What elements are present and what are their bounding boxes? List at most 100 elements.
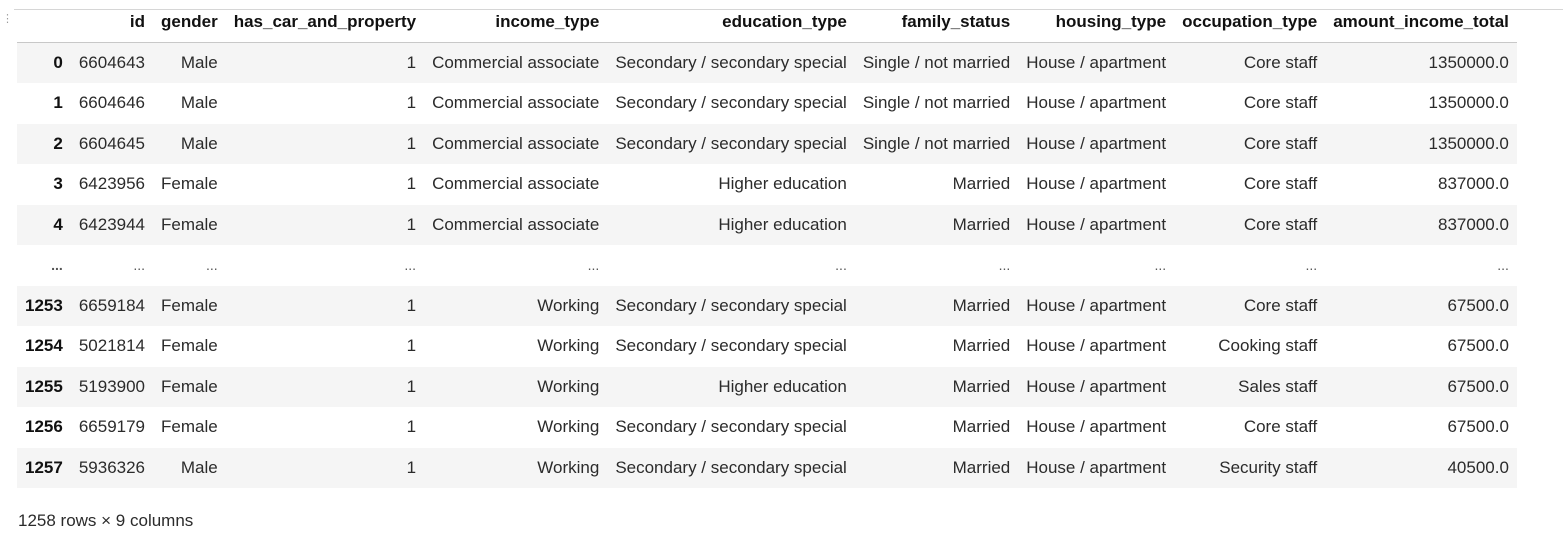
header-row: id gender has_car_and_property income_ty…: [17, 2, 1517, 43]
table-cell: Working: [537, 376, 600, 396]
table-cell: House / apartment: [1026, 53, 1167, 72]
table-cell: 1: [406, 295, 417, 315]
table-cell: Married: [952, 214, 1011, 234]
column-header: has_car_and_property: [225, 2, 425, 43]
table-cell: Male: [180, 133, 218, 153]
dataframe-output: id gender has_car_and_property income_ty…: [17, 2, 1517, 488]
table-cell: Secondary / secondary special: [615, 295, 847, 315]
table-cell: 1: [406, 457, 417, 477]
table-row: 1257 5936326 Male 1 Working Secondary / secon…: [17, 447, 1517, 488]
table-cell: Working: [537, 457, 600, 477]
table-row: 1253 6659184 Female 1 Working Secondary / sec…: [17, 285, 1517, 326]
row-index: 1257: [25, 457, 63, 477]
table-cell: 1: [406, 133, 417, 153]
table-cell: House / apartment: [1026, 295, 1167, 315]
table-cell: 1: [406, 53, 417, 72]
column-header: education_type: [607, 2, 855, 43]
table-cell: Secondary / secondary special: [615, 133, 847, 153]
table-row: 4 6423944 Female 1 Commercial associate Highe…: [17, 204, 1517, 245]
row-index: ...: [51, 257, 63, 274]
column-header: id: [70, 2, 154, 43]
table-cell: House / apartment: [1026, 174, 1167, 194]
drag-handle-icon[interactable]: ⋮: [2, 13, 13, 25]
table-cell: ...: [998, 257, 1011, 274]
table-cell: Core staff: [1243, 53, 1318, 72]
table-cell: 40500.0: [1447, 457, 1509, 477]
table-cell: 837000.0: [1438, 174, 1509, 194]
table-cell: ...: [587, 257, 600, 274]
table-cell: ...: [1497, 257, 1509, 274]
table-cell: 1: [406, 93, 417, 113]
table-cell: ...: [133, 257, 146, 274]
table-cell: House / apartment: [1026, 336, 1167, 356]
table-cell: Female: [161, 336, 218, 356]
table-cell: 6604646: [78, 93, 146, 113]
index-header: [17, 2, 71, 43]
table-row: 3 6423956 Female 1 Commercial associate Highe…: [17, 164, 1517, 205]
table-cell: Higher education: [718, 174, 847, 194]
table-cell: Core staff: [1243, 295, 1318, 315]
table-cell: ...: [404, 257, 417, 274]
row-index: 1256: [25, 417, 63, 437]
dataframe-table: id gender has_car_and_property income_ty…: [17, 2, 1517, 488]
table-cell: House / apartment: [1026, 376, 1167, 396]
table-cell: Higher education: [718, 376, 847, 396]
table-row: 1256 6659179 Female 1 Working Secondary / sec…: [17, 407, 1517, 448]
table-cell: Secondary / secondary special: [615, 53, 847, 72]
table-cell: House / apartment: [1026, 214, 1167, 234]
table-cell: Secondary / secondary special: [615, 336, 847, 356]
table-cell: Working: [537, 336, 600, 356]
table-cell: 1: [406, 376, 417, 396]
table-cell: Married: [952, 457, 1011, 477]
table-cell: Working: [537, 417, 600, 437]
table-cell: Secondary / secondary special: [615, 457, 847, 477]
table-cell: House / apartment: [1026, 133, 1167, 153]
table-cell: Single / not married: [862, 133, 1011, 153]
table-cell: House / apartment: [1026, 457, 1167, 477]
table-cell: Single / not married: [862, 93, 1011, 113]
table-cell: Commercial associate: [432, 174, 600, 194]
table-cell: 5021814: [78, 336, 146, 356]
table-cell: ...: [206, 257, 218, 274]
table-cell: Core staff: [1243, 417, 1318, 437]
table-cell: 1: [406, 214, 417, 234]
table-cell: Core staff: [1243, 174, 1318, 194]
table-cell: Married: [952, 295, 1011, 315]
dataframe-shape-caption: 1258 rows × 9 columns: [18, 511, 194, 530]
table-cell: Sales staff: [1238, 376, 1318, 396]
table-cell: Working: [537, 295, 600, 315]
table-cell: Male: [180, 93, 218, 113]
table-row: 1255 5193900 Female 1 Working Higher educatio…: [17, 366, 1517, 407]
row-index: 3: [53, 174, 63, 194]
table-cell: Single / not married: [862, 53, 1011, 72]
table-cell: 6604645: [78, 133, 146, 153]
table-cell: Female: [161, 174, 218, 194]
table-cell: 6604643: [78, 53, 146, 72]
table-cell: 1350000.0: [1428, 133, 1509, 153]
table-row: 1 6604646 Male 1 Commercial associate Seconda…: [17, 83, 1517, 124]
table-cell: Female: [161, 295, 218, 315]
column-header: housing_type: [1018, 2, 1175, 43]
ellipsis-row: ..............................: [17, 245, 1517, 286]
column-header: family_status: [854, 2, 1019, 43]
row-index: 0: [53, 53, 63, 72]
table-cell: ...: [1305, 257, 1318, 274]
table-cell: Higher education: [718, 214, 847, 234]
table-cell: 1: [406, 336, 417, 356]
table-cell: 1: [406, 417, 417, 437]
column-header: occupation_type: [1174, 2, 1326, 43]
table-cell: Core staff: [1243, 93, 1318, 113]
table-cell: 6659179: [78, 417, 146, 437]
table-cell: 1350000.0: [1428, 93, 1509, 113]
table-cell: Security staff: [1219, 457, 1318, 477]
table-cell: 837000.0: [1438, 214, 1509, 234]
table-cell: House / apartment: [1026, 93, 1167, 113]
table-cell: 1: [406, 174, 417, 194]
table-cell: Commercial associate: [432, 133, 600, 153]
table-cell: Female: [161, 214, 218, 234]
row-index: 4: [53, 214, 63, 234]
table-cell: Commercial associate: [432, 214, 600, 234]
table-cell: Secondary / secondary special: [615, 417, 847, 437]
table-cell: Cooking staff: [1218, 336, 1318, 356]
table-cell: House / apartment: [1026, 417, 1167, 437]
